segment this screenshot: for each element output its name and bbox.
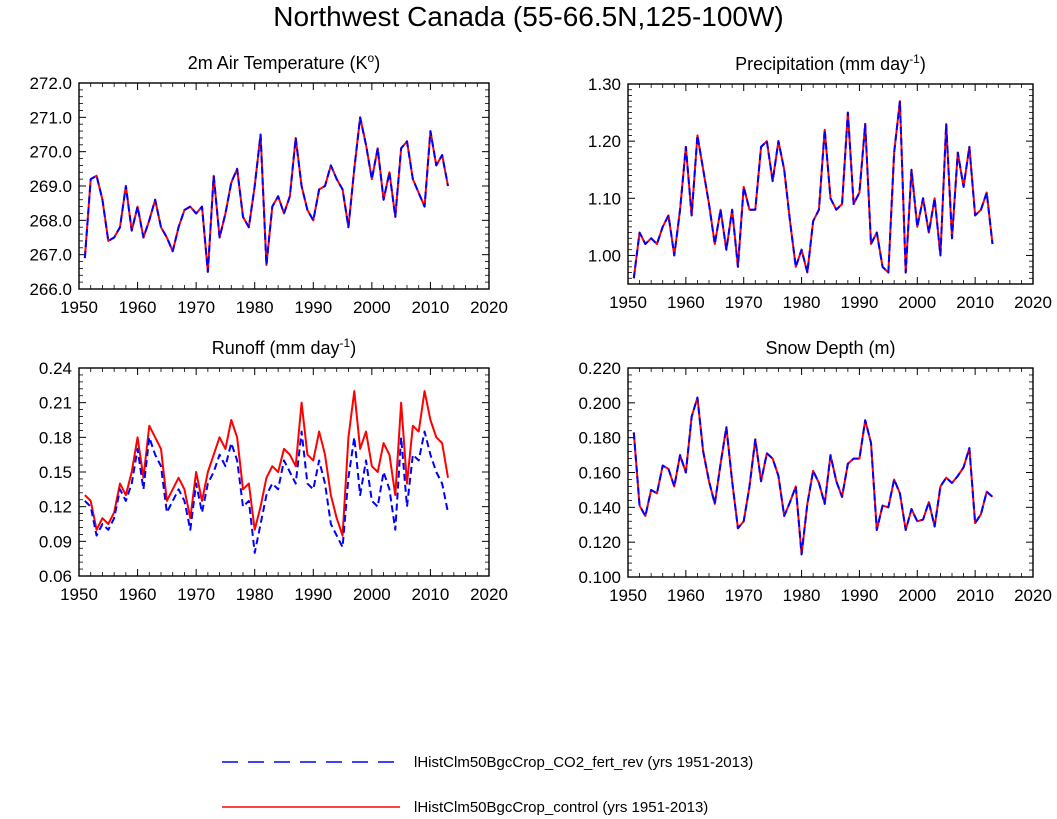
x-tick-label: 1950 <box>60 298 98 317</box>
y-tick-label: 0.100 <box>578 568 621 587</box>
series-line-control <box>632 100 994 279</box>
y-tick-label: 0.12 <box>39 498 72 517</box>
series-line-co2 <box>84 430 449 554</box>
x-tick-label: 1990 <box>841 586 879 605</box>
x-tick-label: 2000 <box>353 298 391 317</box>
y-tick-label: 0.140 <box>578 498 621 517</box>
y-tick-label: 0.180 <box>578 429 621 448</box>
y-tick-label: 1.20 <box>588 132 621 151</box>
legend-entry-co2: lHistClm50BgcCrop_CO2_fert_rev (yrs 1951… <box>222 754 753 771</box>
panel-title: Snow Depth (m) <box>765 338 895 358</box>
x-tick-label: 1980 <box>236 585 274 604</box>
x-tick-label: 2010 <box>956 293 994 312</box>
x-tick-label: 1950 <box>609 586 647 605</box>
x-tick-label: 2000 <box>898 293 936 312</box>
x-tick-label: 2020 <box>470 298 508 317</box>
y-tick-label: 268.0 <box>29 211 72 230</box>
x-tick-label: 1960 <box>667 293 705 312</box>
legend-entry-control: lHistClm50BgcCrop_control (yrs 1951-2013… <box>222 799 708 816</box>
x-tick-label: 1980 <box>783 293 821 312</box>
y-tick-label: 0.09 <box>39 532 72 551</box>
x-tick-label: 1970 <box>725 586 763 605</box>
x-tick-label: 2010 <box>412 298 450 317</box>
x-tick-label: 1990 <box>841 293 879 312</box>
y-tick-label: 0.06 <box>39 567 72 586</box>
x-tick-label: 1950 <box>60 585 98 604</box>
y-tick-label: 1.10 <box>588 189 621 208</box>
chart-panel-3: Runoff (mm day-1) 1950 1960 1970 1980 1990 200… <box>39 336 508 604</box>
x-tick-label: 1980 <box>783 586 821 605</box>
x-tick-label: 1960 <box>119 585 157 604</box>
x-tick-label: 1970 <box>177 298 215 317</box>
panel-title: Precipitation (mm day-1) <box>735 52 926 74</box>
x-tick-label: 1970 <box>725 293 763 312</box>
y-tick-label: 0.120 <box>578 533 621 552</box>
y-tick-label: 271.0 <box>29 108 72 127</box>
y-tick-label: 0.24 <box>39 359 72 378</box>
chart-panel-1: 2m Air Temperature (Ko) 1950 1960 1970 1980 1… <box>29 51 507 317</box>
y-tick-label: 0.200 <box>578 394 621 413</box>
x-tick-label: 1970 <box>177 585 215 604</box>
y-tick-label: 0.15 <box>39 463 72 482</box>
y-tick-label: 272.0 <box>29 74 72 93</box>
plot-frame <box>627 83 1034 285</box>
plot-frame <box>78 82 490 290</box>
y-tick-label: 0.21 <box>39 394 72 413</box>
series-line-control <box>84 390 449 537</box>
series-line-co2 <box>83 116 449 273</box>
figure-title: Northwest Canada (55-66.5N,125-100W) <box>273 1 784 32</box>
y-tick-label: 0.160 <box>578 464 621 483</box>
y-tick-label: 267.0 <box>29 246 72 265</box>
x-tick-label: 1990 <box>294 585 332 604</box>
x-tick-label: 1960 <box>119 298 157 317</box>
y-tick-label: 0.220 <box>578 359 621 378</box>
x-tick-label: 2020 <box>1014 293 1052 312</box>
legend-label-control: lHistClm50BgcCrop_control (yrs 1951-2013… <box>414 799 708 816</box>
chart-panel-2: Precipitation (mm day-1) 1950 1960 1970 1980… <box>588 52 1052 312</box>
x-tick-label: 2000 <box>898 586 936 605</box>
x-tick-label: 1990 <box>294 298 332 317</box>
x-tick-label: 1960 <box>667 586 705 605</box>
y-tick-label: 1.30 <box>588 75 621 94</box>
legend-label-co2: lHistClm50BgcCrop_CO2_fert_rev (yrs 1951… <box>414 754 753 771</box>
x-tick-label: 2010 <box>412 585 450 604</box>
x-tick-label: 2020 <box>1014 586 1052 605</box>
panel-title: Runoff (mm day-1) <box>212 336 356 358</box>
x-tick-label: 2020 <box>470 585 508 604</box>
panel-title: 2m Air Temperature (Ko) <box>188 51 380 73</box>
series-line-co2 <box>632 396 994 556</box>
y-tick-label: 269.0 <box>29 177 72 196</box>
y-tick-label: 1.00 <box>588 246 621 265</box>
y-tick-label: 270.0 <box>29 143 72 162</box>
x-tick-label: 2010 <box>956 586 994 605</box>
y-tick-label: 266.0 <box>29 280 72 299</box>
chart-panel-4: Snow Depth (m) 1950 1960 1970 1980 1990 2000 20… <box>578 338 1051 605</box>
series-line-co2 <box>632 100 994 279</box>
y-tick-label: 0.18 <box>39 428 72 447</box>
x-tick-label: 1950 <box>609 293 647 312</box>
x-tick-label: 1980 <box>236 298 274 317</box>
plot-frame <box>627 367 1034 578</box>
x-tick-label: 2000 <box>353 585 391 604</box>
